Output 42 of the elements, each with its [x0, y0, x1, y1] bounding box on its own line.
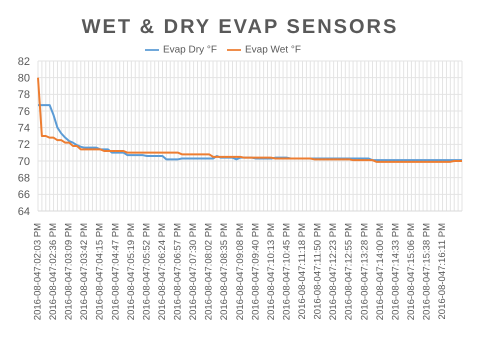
x-tick-label: 2016-08-047:09:40 PM	[250, 222, 262, 320]
x-tick-label: 2016-08-047:11:18 PM	[297, 222, 308, 320]
x-tick-label: 2016-08-047:05:19 PM	[126, 222, 137, 320]
legend-label: Evap Dry °F	[162, 44, 217, 56]
line-series	[37, 76, 463, 163]
x-tick-label: 2016-08-047:08:35 PM	[219, 222, 230, 320]
x-tick-label: 2016-08-047:05:52 PM	[141, 222, 152, 320]
y-tick-label: 80	[18, 72, 30, 85]
line-series	[37, 104, 463, 162]
x-tick-label: 2016-08-047:04:47 PM	[110, 222, 122, 320]
x-tick-label: 2016-08-047:10:13 PM	[266, 222, 277, 320]
x-tick-label: 2016-08-047:11:50 PM	[312, 222, 324, 320]
x-tick-label: 2016-08-047:16:11 PM	[437, 222, 448, 320]
x-tick-label: 2016-08-047:09:08 PM	[234, 222, 246, 320]
x-tick-label: 2016-08-047:02:03 PM	[32, 222, 44, 320]
x-tick-label: 2016-08-047:12:55 PM	[344, 222, 355, 320]
x-tick-label: 2016-08-047:08:02 PM	[204, 222, 215, 320]
x-tick-label: 2016-08-047:06:57 PM	[172, 222, 184, 320]
x-tick-label: 2016-08-047:10:45 PM	[281, 222, 292, 320]
y-tick-label: 64	[18, 206, 30, 218]
x-tick-label: 2016-08-047:03:42 PM	[79, 222, 90, 320]
x-tick-label: 2016-08-047:15:06 PM	[406, 222, 417, 320]
y-tick-label: 78	[18, 89, 30, 102]
y-tick-label: 70	[18, 156, 30, 168]
legend-label: Evap Wet °F	[244, 44, 302, 56]
x-tick-label: 2016-08-047:13:28 PM	[359, 222, 370, 320]
y-tick-label: 82	[18, 56, 30, 68]
x-tick-label: 2016-08-047:14:33 PM	[390, 222, 402, 320]
x-tick-label: 2016-08-047:03:09 PM	[64, 222, 75, 320]
x-tick-label: 2016-08-047:14:00 PM	[374, 222, 386, 320]
x-tick-label: 2016-08-047:15:38 PM	[421, 222, 432, 320]
x-tick-label: 2016-08-047:02:36 PM	[48, 222, 60, 320]
x-tick-label: 2016-08-047:12:23 PM	[328, 222, 340, 320]
y-tick-label: 72	[18, 139, 30, 152]
y-tick-label: 74	[18, 122, 30, 135]
y-tick-label: 76	[18, 106, 30, 118]
chart-title: WET & DRY EVAP SENSORS	[80, 15, 400, 39]
x-tick-label: 2016-08-047:07:30 PM	[188, 222, 200, 320]
x-tick-label: 2016-08-047:06:24 PM	[156, 222, 168, 320]
y-tick-label: 66	[18, 189, 30, 202]
y-tick-label: 68	[18, 172, 30, 185]
x-tick-label: 2016-08-047:04:15 PM	[94, 222, 106, 320]
